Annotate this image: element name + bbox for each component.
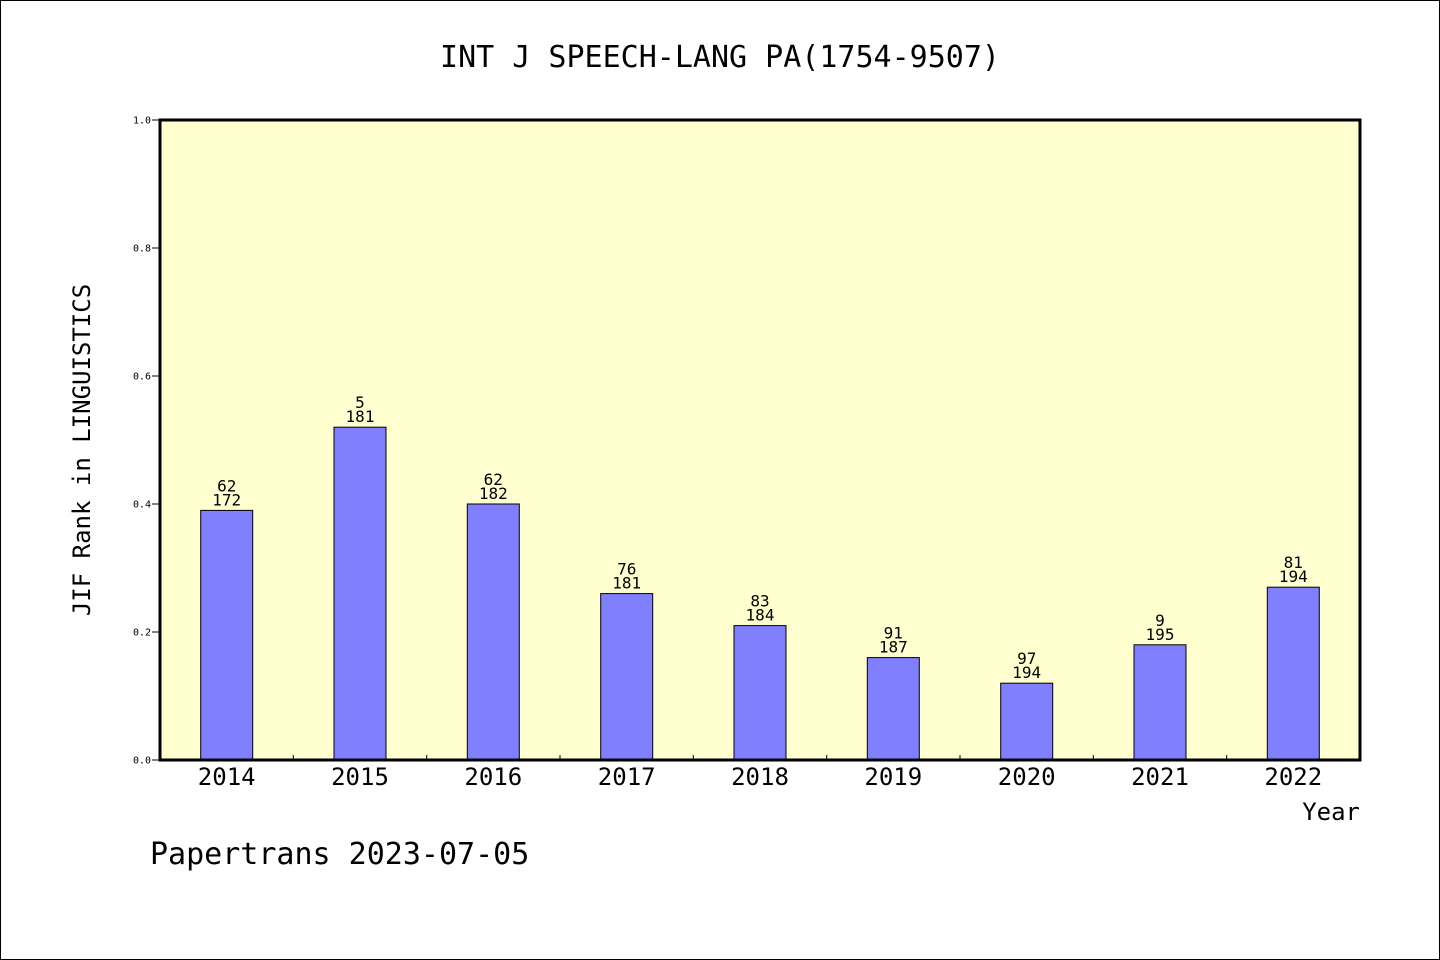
- y-tick-label-1.0: 1.0: [133, 116, 151, 127]
- bar-2020: [1000, 682, 1054, 761]
- x-tick-label-2014: 2014: [198, 763, 256, 791]
- bar-2015: [333, 426, 387, 761]
- data-label-total-2017: 181: [612, 574, 641, 593]
- data-label-rank-2021: 9: [1155, 611, 1165, 630]
- data-label-total-2015: 181: [346, 407, 375, 426]
- bar-2016: [466, 503, 520, 761]
- data-label-total-2019: 187: [879, 638, 908, 657]
- bar-2022: [1266, 586, 1320, 761]
- data-label-rank-2014: 62: [217, 476, 236, 495]
- bar-2017: [600, 593, 654, 761]
- x-tick-label-2022: 2022: [1264, 763, 1322, 791]
- data-label-rank-2017: 76: [617, 560, 636, 579]
- y-tick-label-0.8: 0.8: [133, 244, 151, 255]
- bar-2018: [733, 625, 787, 761]
- bar-2014: [200, 509, 254, 761]
- data-labels-group: 6217251816218276181831849118797194919581…: [212, 393, 1308, 682]
- data-label-rank-2015: 5: [355, 393, 365, 412]
- y-tick-label-0.4: 0.4: [133, 500, 151, 511]
- bars-group: [200, 426, 1320, 761]
- data-label-rank-2022: 81: [1284, 553, 1303, 572]
- data-label-total-2016: 182: [479, 484, 508, 503]
- data-label-rank-2019: 91: [884, 624, 903, 643]
- y-axis: 0.0 0.2 0.4 0.6 0.8 1.0: [133, 116, 160, 767]
- x-axis: 2014 2015 2016 2017 2018 2019 2020 2021 2022: [198, 755, 1322, 791]
- data-label-total-2018: 184: [746, 606, 775, 625]
- data-label-total-2021: 195: [1146, 625, 1175, 644]
- plot-border: [158, 118, 1362, 762]
- x-tick-label-2018: 2018: [731, 763, 789, 791]
- x-tick-label-2019: 2019: [864, 763, 922, 791]
- bar-2019: [866, 657, 920, 761]
- data-label-total-2022: 194: [1279, 567, 1308, 586]
- data-label-total-2020: 194: [1012, 663, 1041, 682]
- data-label-rank-2018: 83: [750, 592, 769, 611]
- data-label-rank-2020: 97: [1017, 649, 1036, 668]
- x-tick-label-2015: 2015: [331, 763, 389, 791]
- chart-title: INT J SPEECH-LANG PA(1754-9507): [440, 40, 1000, 75]
- bar-2021: [1133, 644, 1187, 761]
- y-tick-label-0.0: 0.0: [133, 756, 151, 767]
- data-label-rank-2016: 62: [484, 470, 503, 489]
- y-tick-label-0.6: 0.6: [133, 372, 151, 383]
- y-axis-label: JIF Rank in LINGUISTICS: [68, 284, 96, 616]
- data-label-total-2014: 172: [212, 490, 241, 509]
- y-tick-label-0.2: 0.2: [133, 628, 151, 639]
- x-tick-label-2016: 2016: [464, 763, 522, 791]
- x-tick-label-2017: 2017: [598, 763, 656, 791]
- x-tick-label-2020: 2020: [998, 763, 1056, 791]
- x-axis-label: Year: [1302, 798, 1360, 826]
- footer-text: Papertrans 2023-07-05: [150, 837, 529, 872]
- x-tick-label-2021: 2021: [1131, 763, 1189, 791]
